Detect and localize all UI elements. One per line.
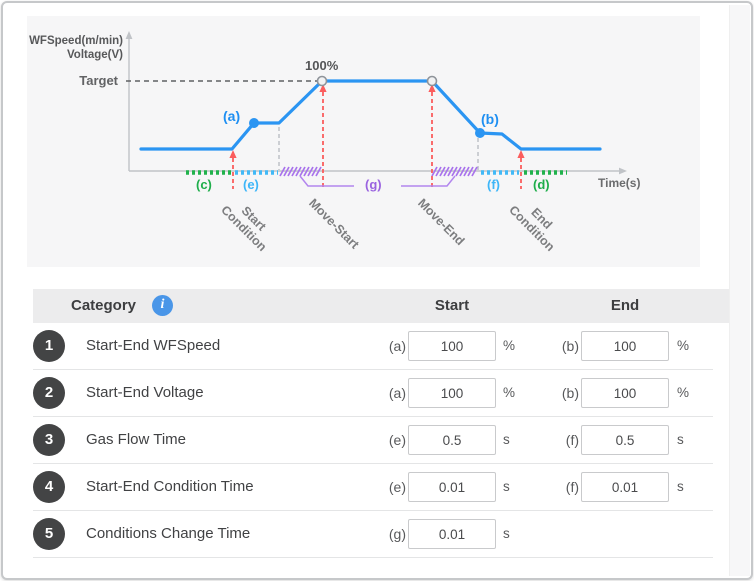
end-unit-label: s xyxy=(677,479,684,494)
start-unit-label: % xyxy=(503,385,516,400)
end-key-label: (b) xyxy=(561,385,579,401)
row-label: Start-End Condition Time xyxy=(86,478,254,495)
row-label: Start-End Voltage xyxy=(86,384,204,401)
table-row-start-end-condition-time: 4 Start-End Condition Time (e) s (f) s xyxy=(33,464,713,511)
point-b-label: (b) xyxy=(481,111,499,127)
y-axis-label-line2: Voltage(V) xyxy=(66,49,123,62)
table-row-start-end-voltage: 2 Start-End Voltage (a) % (b) % xyxy=(33,370,713,417)
target-label: Target xyxy=(79,73,118,88)
y-axis-label: WFSpeed(m/min) Voltage(V) xyxy=(3,34,123,63)
start-key-label: (e) xyxy=(388,479,406,495)
point-a-label: (a) xyxy=(223,108,241,124)
end-key-label: (f) xyxy=(565,432,579,448)
row-label: Start-End WFSpeed xyxy=(86,337,221,354)
table-header: Category i Start End xyxy=(33,289,730,323)
start-value-input[interactable] xyxy=(408,331,496,361)
row-label: Conditions Change Time xyxy=(86,525,251,542)
end-key-label: (b) xyxy=(561,338,579,354)
end-key-label: (f) xyxy=(565,479,579,495)
scrollbar-track[interactable] xyxy=(729,5,750,576)
end-value-input[interactable] xyxy=(581,425,669,455)
segment-f-label: (f) xyxy=(487,177,500,192)
end-unit-label: s xyxy=(677,432,684,447)
start-key-label: (a) xyxy=(388,385,406,401)
info-icon[interactable]: i xyxy=(152,295,173,316)
y-axis-label-line1: WFSpeed(m/min) xyxy=(29,35,123,47)
segment-c-label: (c) xyxy=(196,177,212,192)
table-row-conditions-change-time: 5 Conditions Change Time (g) s xyxy=(33,511,713,558)
table-row-start-end-wfspeed: 1 Start-End WFSpeed (a) % (b) % xyxy=(33,323,713,370)
start-value-input[interactable] xyxy=(408,519,496,549)
segment-e-label: (e) xyxy=(243,177,259,192)
start-unit-label: s xyxy=(503,479,510,494)
end-value-input[interactable] xyxy=(581,472,669,502)
row-label: Gas Flow Time xyxy=(86,431,187,448)
row-number-badge: 3 xyxy=(33,424,65,456)
start-unit-label: s xyxy=(503,432,510,447)
column-header-end: End xyxy=(610,297,640,314)
end-unit-label: % xyxy=(677,338,690,353)
peak-percent-label: 100% xyxy=(305,58,339,73)
row-number-badge: 1 xyxy=(33,330,65,362)
start-value-input[interactable] xyxy=(408,378,496,408)
start-unit-label: % xyxy=(503,338,516,353)
x-axis-label: Time(s) xyxy=(598,176,641,190)
end-value-input[interactable] xyxy=(581,378,669,408)
end-value-input[interactable] xyxy=(581,331,669,361)
settings-table: Category i Start End 1 Start-End WFSpeed… xyxy=(33,289,730,558)
row-number-badge: 4 xyxy=(33,471,65,503)
column-header-category: Category xyxy=(71,297,137,314)
table-row-gas-flow-time: 3 Gas Flow Time (e) s (f) s xyxy=(33,417,713,464)
row-number-badge: 5 xyxy=(33,518,65,550)
row-number-badge: 2 xyxy=(33,377,65,409)
start-value-input[interactable] xyxy=(408,425,496,455)
start-key-label: (g) xyxy=(388,526,406,542)
segment-g-label: (g) xyxy=(365,177,382,192)
start-key-label: (e) xyxy=(388,432,406,448)
start-value-input[interactable] xyxy=(408,472,496,502)
segment-d-label: (d) xyxy=(533,177,550,192)
start-key-label: (a) xyxy=(388,338,406,354)
end-unit-label: % xyxy=(677,385,690,400)
waveform-diagram-panel xyxy=(27,16,700,267)
column-header-start: Start xyxy=(434,297,470,314)
start-unit-label: s xyxy=(503,526,510,541)
